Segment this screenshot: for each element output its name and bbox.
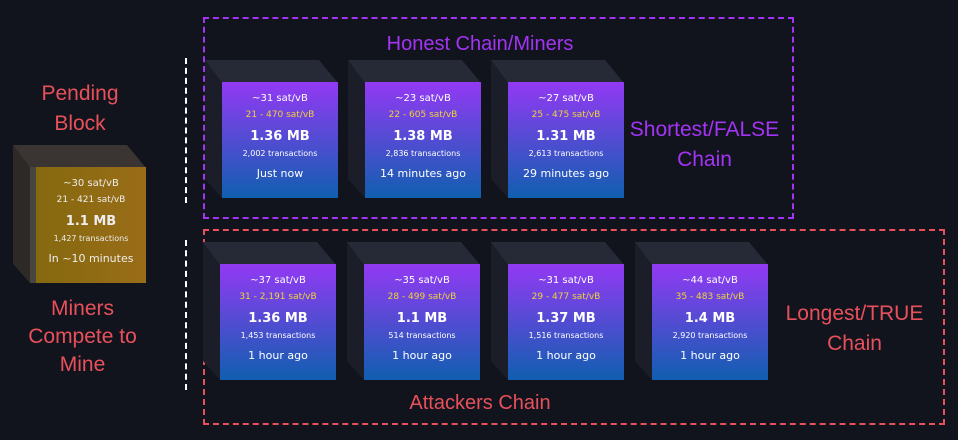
median-fee: ~31 sat/vB	[252, 93, 308, 104]
attackers-block[interactable]: ~31 sat/vB 29 - 477 sat/vB 1.37 MB 1,516 tr…	[491, 242, 624, 380]
block-size: 1.38 MB	[393, 129, 453, 144]
longest-chain-label: Longest/TRUE Chain	[772, 301, 937, 357]
fee-range: 29 - 477 sat/vB	[531, 292, 601, 302]
tx-count: 514 transactions	[388, 331, 456, 340]
cube-side-face	[347, 242, 364, 380]
caption-line: Compete to	[28, 325, 137, 348]
block-time: 29 minutes ago	[523, 167, 609, 180]
block-size: 1.1 MB	[396, 311, 448, 326]
tx-count: 2,613 transactions	[528, 149, 604, 158]
median-fee: ~35 sat/vB	[394, 275, 450, 286]
cube-side-face	[348, 60, 365, 198]
block-size: 1.37 MB	[536, 311, 596, 326]
tx-count: 1,427 transactions	[53, 234, 129, 243]
honest-block[interactable]: ~27 sat/vB 25 - 475 sat/vB 1.31 MB 2,613 tr…	[491, 60, 624, 198]
cube-top-face	[205, 60, 338, 83]
block-size: 1.1 MB	[65, 214, 117, 229]
block-size: 1.36 MB	[248, 311, 308, 326]
attackers-block[interactable]: ~44 sat/vB 35 - 483 sat/vB 1.4 MB 2,920 tra…	[635, 242, 768, 380]
label-line: Chain	[827, 332, 882, 355]
attackers-chain-title: Attackers Chain	[409, 392, 551, 414]
median-fee: ~37 sat/vB	[250, 275, 306, 286]
fee-range: 21 - 421 sat/vB	[56, 195, 126, 205]
tx-count: 1,453 transactions	[240, 331, 316, 340]
caption-line: Miners	[50, 297, 114, 320]
pending-title-line: Block	[54, 112, 106, 135]
cube-front-face: ~30 sat/vB 21 - 421 sat/vB 1.1 MB 1,427 tra…	[30, 167, 146, 283]
cube-top-face	[348, 60, 481, 83]
label-line: Chain	[677, 148, 732, 171]
cube-top-face	[13, 145, 146, 168]
honest-chain-box	[203, 17, 794, 219]
shortest-chain-label: Shortest/FALSE Chain	[622, 117, 787, 173]
tx-count: 2,836 transactions	[385, 149, 461, 158]
cube-top-face	[203, 242, 336, 265]
median-fee: ~30 sat/vB	[63, 178, 119, 189]
label-line: Longest/TRUE	[785, 302, 924, 325]
attackers-block[interactable]: ~35 sat/vB 28 - 499 sat/vB 1.1 MB 514 trans…	[347, 242, 480, 380]
tx-count: 2,920 transactions	[672, 331, 748, 340]
honest-chain-title: Honest Chain/Miners	[386, 33, 574, 55]
fee-range: 35 - 483 sat/vB	[675, 292, 745, 302]
cube-top-face	[347, 242, 480, 265]
block-time: In ~10 minutes	[48, 252, 134, 265]
cube-side-face	[491, 242, 508, 380]
block-time: 1 hour ago	[536, 349, 596, 362]
median-fee: ~27 sat/vB	[538, 93, 594, 104]
block-time: 1 hour ago	[248, 349, 308, 362]
block-time: 14 minutes ago	[380, 167, 466, 180]
cube-side-face	[635, 242, 652, 380]
cube-front-face: ~35 sat/vB 28 - 499 sat/vB 1.1 MB 514 trans…	[364, 264, 480, 380]
cube-front-face: ~37 sat/vB 31 - 2,191 sat/vB 1.36 MB 1,453 …	[220, 264, 336, 380]
pending-block-title: Pending Block	[20, 81, 140, 137]
cube-side-face	[13, 145, 30, 283]
miners-compete-caption: Miners Compete to Mine	[10, 296, 155, 378]
cube-top-face	[491, 242, 624, 265]
fee-range: 31 - 2,191 sat/vB	[239, 292, 317, 302]
tx-count: 2,002 transactions	[242, 149, 318, 158]
cube-front-face: ~31 sat/vB 21 - 470 sat/vB 1.36 MB 2,002 tr…	[222, 82, 338, 198]
cube-top-face	[491, 60, 624, 83]
cube-side-face	[205, 60, 222, 198]
median-fee: ~31 sat/vB	[538, 275, 594, 286]
pending-title-line: Pending	[41, 82, 119, 105]
block-size: 1.31 MB	[536, 129, 596, 144]
fee-range: 25 - 475 sat/vB	[531, 110, 601, 120]
fee-range: 28 - 499 sat/vB	[387, 292, 457, 302]
caption-line: Mine	[59, 353, 106, 376]
honest-block[interactable]: ~31 sat/vB 21 - 470 sat/vB 1.36 MB 2,002 tr…	[205, 60, 338, 198]
cube-front-face: ~31 sat/vB 29 - 477 sat/vB 1.37 MB 1,516 tr…	[508, 264, 624, 380]
attackers-block[interactable]: ~37 sat/vB 31 - 2,191 sat/vB 1.36 MB 1,453 …	[203, 242, 336, 380]
pending-block[interactable]: ~30 sat/vB 21 - 421 sat/vB 1.1 MB 1,427 tra…	[13, 145, 146, 283]
honest-block[interactable]: ~23 sat/vB 22 - 605 sat/vB 1.38 MB 2,836 tr…	[348, 60, 481, 198]
label-line: Shortest/FALSE	[629, 118, 780, 141]
median-fee: ~23 sat/vB	[395, 93, 451, 104]
mempool-divider	[185, 240, 187, 390]
cube-front-face: ~44 sat/vB 35 - 483 sat/vB 1.4 MB 2,920 tra…	[652, 264, 768, 380]
fee-range: 22 - 605 sat/vB	[388, 110, 458, 120]
block-size: 1.4 MB	[684, 311, 736, 326]
cube-side-face	[203, 242, 220, 380]
fee-range: 21 - 470 sat/vB	[245, 110, 315, 120]
block-size: 1.36 MB	[250, 129, 310, 144]
block-time: Just now	[256, 167, 304, 180]
block-time: 1 hour ago	[680, 349, 740, 362]
cube-side-face	[491, 60, 508, 198]
cube-front-face: ~27 sat/vB 25 - 475 sat/vB 1.31 MB 2,613 tr…	[508, 82, 624, 198]
tx-count: 1,516 transactions	[528, 331, 604, 340]
block-time: 1 hour ago	[392, 349, 452, 362]
median-fee: ~44 sat/vB	[682, 275, 738, 286]
cube-top-face	[635, 242, 768, 265]
mempool-divider	[185, 58, 187, 203]
cube-front-face: ~23 sat/vB 22 - 605 sat/vB 1.38 MB 2,836 tr…	[365, 82, 481, 198]
